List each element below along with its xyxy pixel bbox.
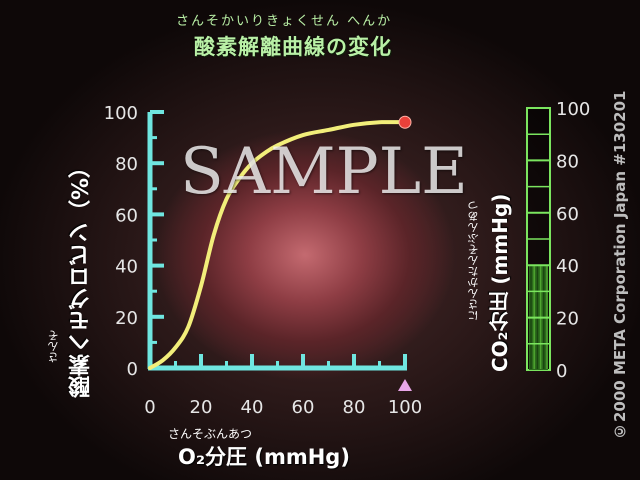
x-tick-label: 60 [292,397,315,418]
co2-tick-label: 0 [556,361,567,382]
co2-tick-label: 100 [556,99,590,120]
y-tick-label: 80 [115,154,138,175]
y-tick-label: 0 [127,359,138,380]
x-axis-label: O₂分圧 (mmHg) [178,445,350,469]
y-tick-label: 60 [115,205,138,226]
title-ruby: さんそかいりきょくせん へんか [176,14,393,29]
y-tick-label: 40 [115,257,138,278]
x-marker-triangle [398,379,412,391]
x-axis-label-ruby: さんそぶんあつ [168,427,253,441]
dissociation-curve [148,120,407,370]
x-tick-label: 20 [190,397,213,418]
co2-tick-label: 20 [556,309,579,330]
y-tick-label: 100 [104,103,138,124]
curve-endpoint-dot [398,115,412,129]
chart-title: 酸素解離曲線の変化 [194,35,392,59]
co2-tick-label: 40 [556,256,579,277]
co2-tick-label: 60 [556,204,579,225]
x-tick-label: 80 [343,397,366,418]
x-tick-label: 0 [144,397,155,418]
co2-tick-label: 80 [556,151,579,172]
x-tick-label: 40 [241,397,264,418]
y-tick-label: 20 [115,308,138,329]
x-tick-label: 100 [388,397,422,418]
sample-watermark: SAMPLE [180,135,468,209]
